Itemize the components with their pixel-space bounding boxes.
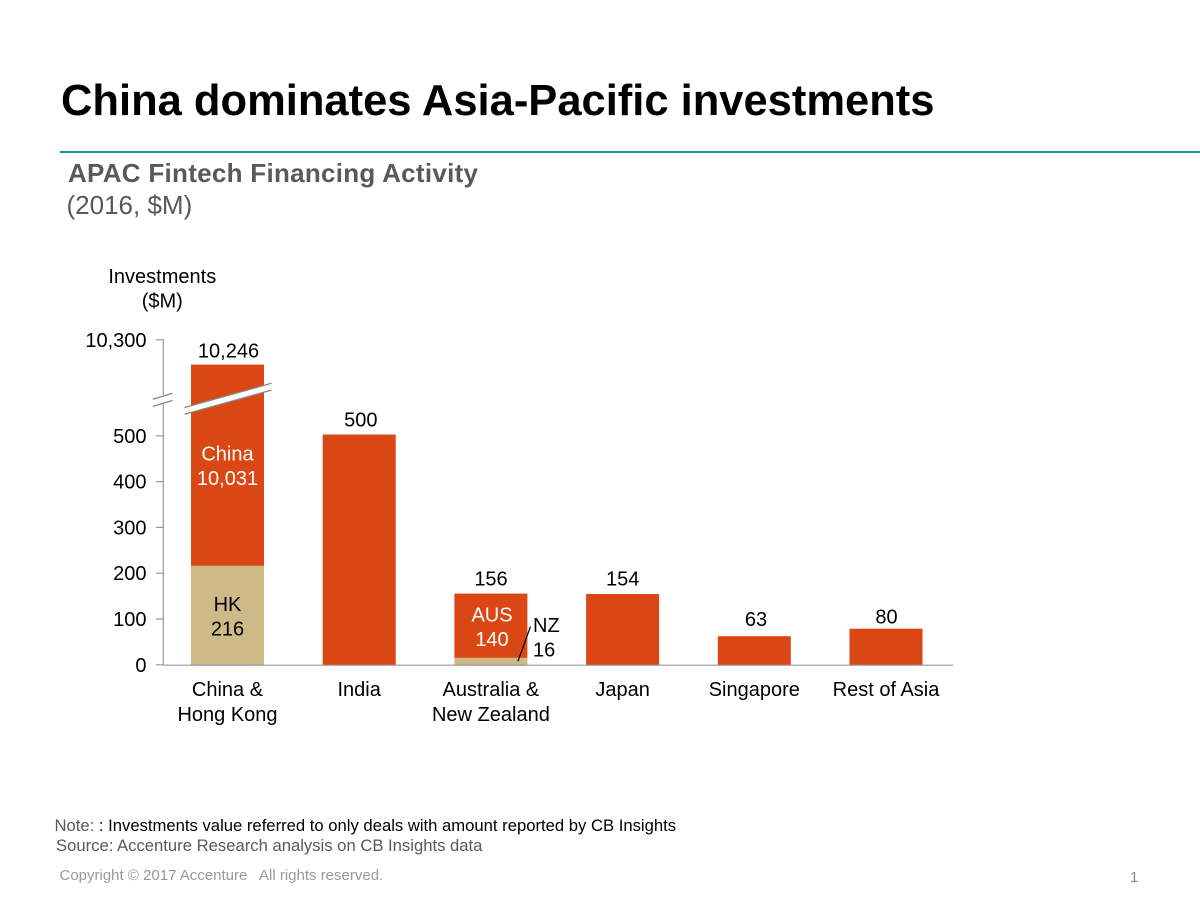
svg-text:10,300: 10,300 <box>85 330 146 352</box>
svg-text:156: 156 <box>474 569 507 591</box>
svg-text:200: 200 <box>113 563 146 585</box>
svg-text:Australia &: Australia & <box>443 679 540 701</box>
svg-text:10,246: 10,246 <box>198 340 259 362</box>
svg-text:China: China <box>201 443 254 465</box>
svg-text:HK: HK <box>214 594 242 616</box>
svg-text:China &: China & <box>192 679 264 701</box>
svg-text:Investments: Investments <box>108 266 216 288</box>
svg-text:10,031: 10,031 <box>197 468 258 490</box>
svg-text:300: 300 <box>113 517 146 539</box>
svg-text:140: 140 <box>475 629 508 651</box>
svg-text:($M): ($M) <box>142 291 183 313</box>
svg-text:400: 400 <box>113 472 146 494</box>
svg-text:100: 100 <box>113 609 146 631</box>
svg-text:500: 500 <box>113 426 146 448</box>
svg-text:16: 16 <box>533 640 555 662</box>
svg-text:AUS: AUS <box>471 605 512 627</box>
svg-text:154: 154 <box>606 569 639 591</box>
svg-text:80: 80 <box>875 607 897 629</box>
svg-text:Singapore: Singapore <box>709 679 800 701</box>
svg-text:500: 500 <box>344 410 377 432</box>
svg-text:NZ: NZ <box>533 615 560 637</box>
svg-text:Rest of Asia: Rest of Asia <box>833 679 941 701</box>
svg-text:Hong Kong: Hong Kong <box>177 704 277 726</box>
svg-text:New Zealand: New Zealand <box>432 704 550 726</box>
svg-text:Japan: Japan <box>595 679 650 701</box>
svg-text:India: India <box>338 679 382 701</box>
svg-text:63: 63 <box>745 609 767 631</box>
svg-text:0: 0 <box>135 655 146 677</box>
svg-text:216: 216 <box>211 619 244 641</box>
